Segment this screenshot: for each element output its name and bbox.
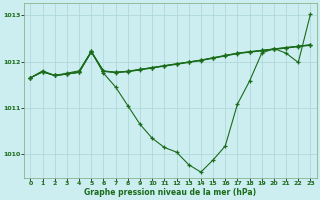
X-axis label: Graphe pression niveau de la mer (hPa): Graphe pression niveau de la mer (hPa) bbox=[84, 188, 257, 197]
